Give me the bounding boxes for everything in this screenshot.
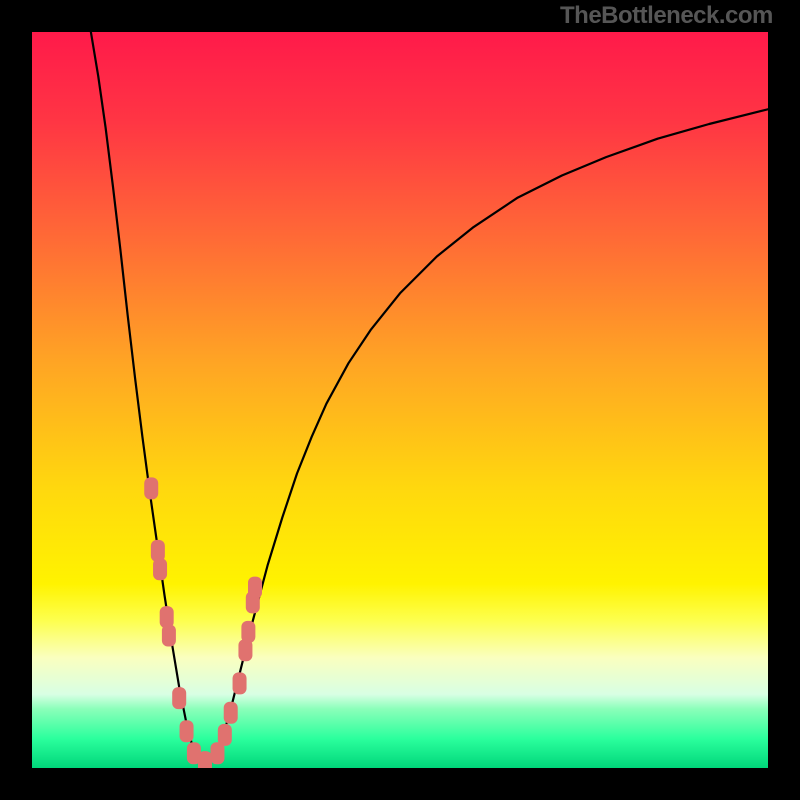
data-marker bbox=[172, 687, 186, 709]
data-marker bbox=[241, 621, 255, 643]
data-marker bbox=[144, 477, 158, 499]
data-marker bbox=[248, 577, 262, 599]
chart-svg bbox=[32, 32, 768, 768]
plot-area bbox=[32, 32, 768, 768]
data-marker bbox=[162, 625, 176, 647]
data-marker bbox=[198, 751, 212, 768]
data-marker bbox=[233, 672, 247, 694]
gradient-background bbox=[32, 32, 768, 768]
data-marker bbox=[180, 720, 194, 742]
watermark-text: TheBottleneck.com bbox=[560, 2, 773, 30]
data-marker bbox=[224, 702, 238, 724]
data-marker bbox=[153, 558, 167, 580]
data-marker bbox=[218, 724, 232, 746]
